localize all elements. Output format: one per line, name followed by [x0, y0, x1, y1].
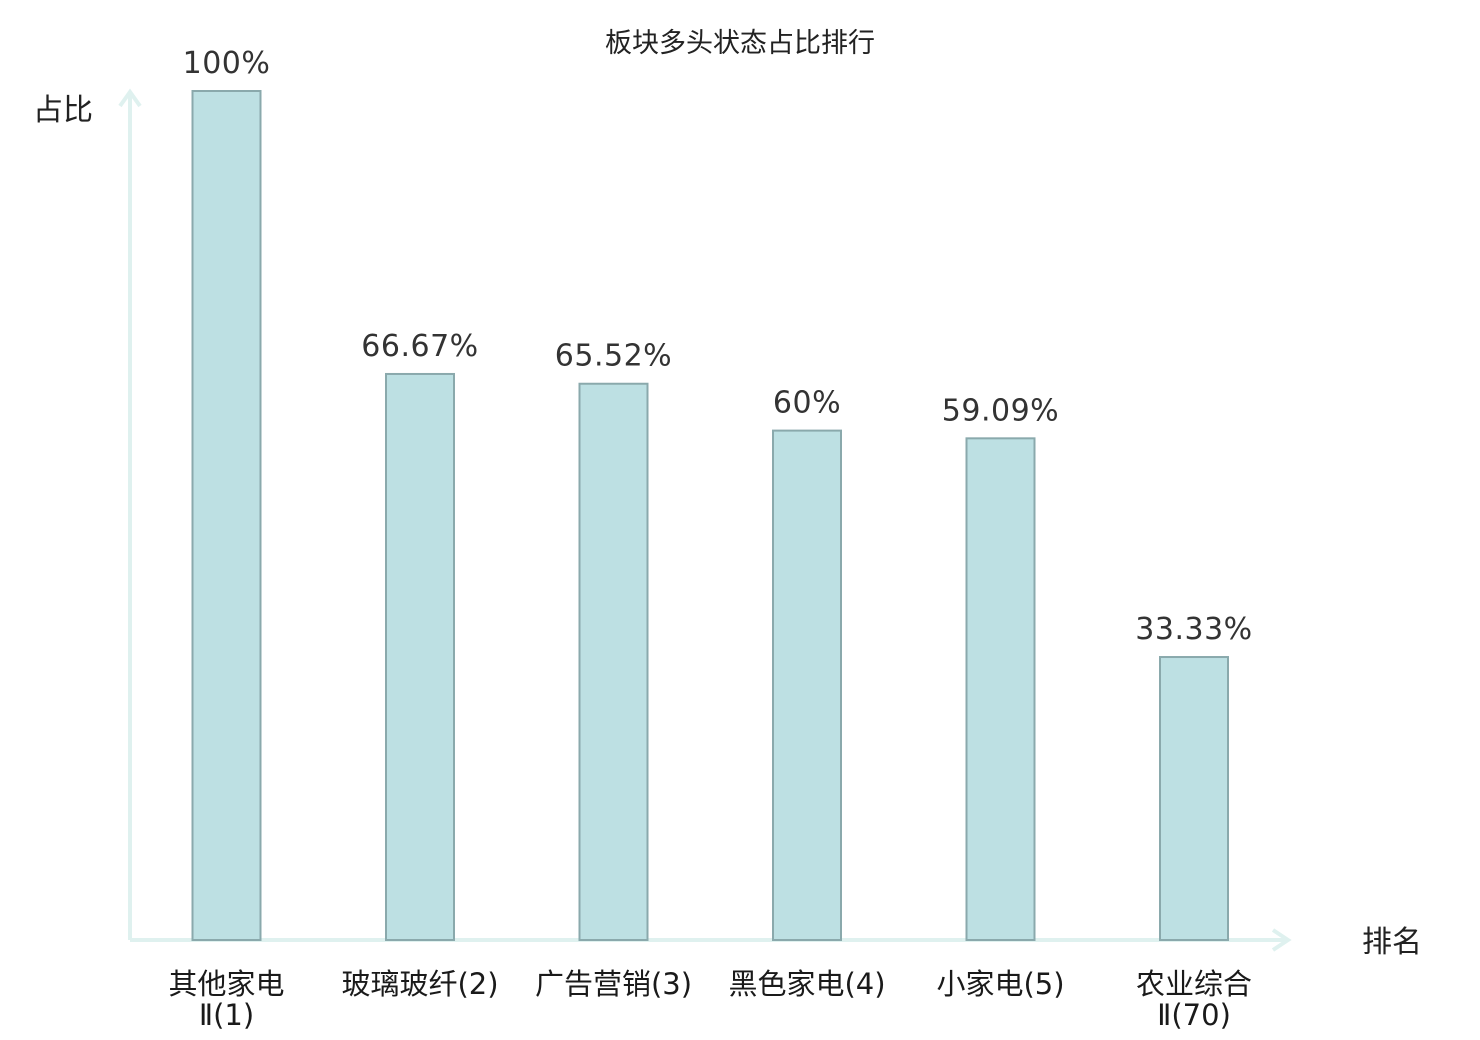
y-axis-label: 占比	[33, 93, 93, 128]
y-axis-arrow-icon	[118, 88, 142, 108]
category-sublabel-1: Ⅱ(1)	[199, 998, 254, 1032]
category-label-6: 农业综合	[1136, 967, 1252, 1001]
bar-4	[772, 429, 842, 941]
category-label-2: 玻璃玻纤(2)	[341, 967, 498, 1001]
bars	[191, 90, 1229, 942]
value-label-1: 100%	[183, 46, 271, 81]
bar-1	[191, 90, 262, 941]
category-label-5: 小家电(5)	[936, 967, 1064, 1001]
value-label-2: 66.67%	[361, 329, 478, 364]
value-label-6: 33.33%	[1135, 612, 1252, 647]
bar-6	[1159, 656, 1229, 942]
value-label-4: 60%	[773, 386, 841, 421]
x-axis-label: 排名	[1362, 925, 1422, 960]
bar-5	[965, 437, 1036, 941]
category-label-1: 其他家电	[168, 967, 284, 1001]
category-sublabel-6: Ⅱ(70)	[1157, 998, 1231, 1032]
bar-2	[385, 372, 455, 942]
x-axis-arrow-icon	[1271, 928, 1292, 952]
bar-3	[578, 382, 649, 941]
value-labels: 100% 66.67% 65.52% 60% 59.09% 33.33%	[183, 46, 1253, 647]
value-label-3: 65.52%	[555, 339, 672, 374]
category-label-4: 黑色家电(4)	[728, 967, 885, 1001]
axes	[118, 88, 1292, 952]
value-label-5: 59.09%	[942, 393, 1059, 428]
chart-title: 板块多头状态占比排行	[605, 28, 875, 59]
category-label-3: 广告营销(3)	[535, 967, 692, 1001]
